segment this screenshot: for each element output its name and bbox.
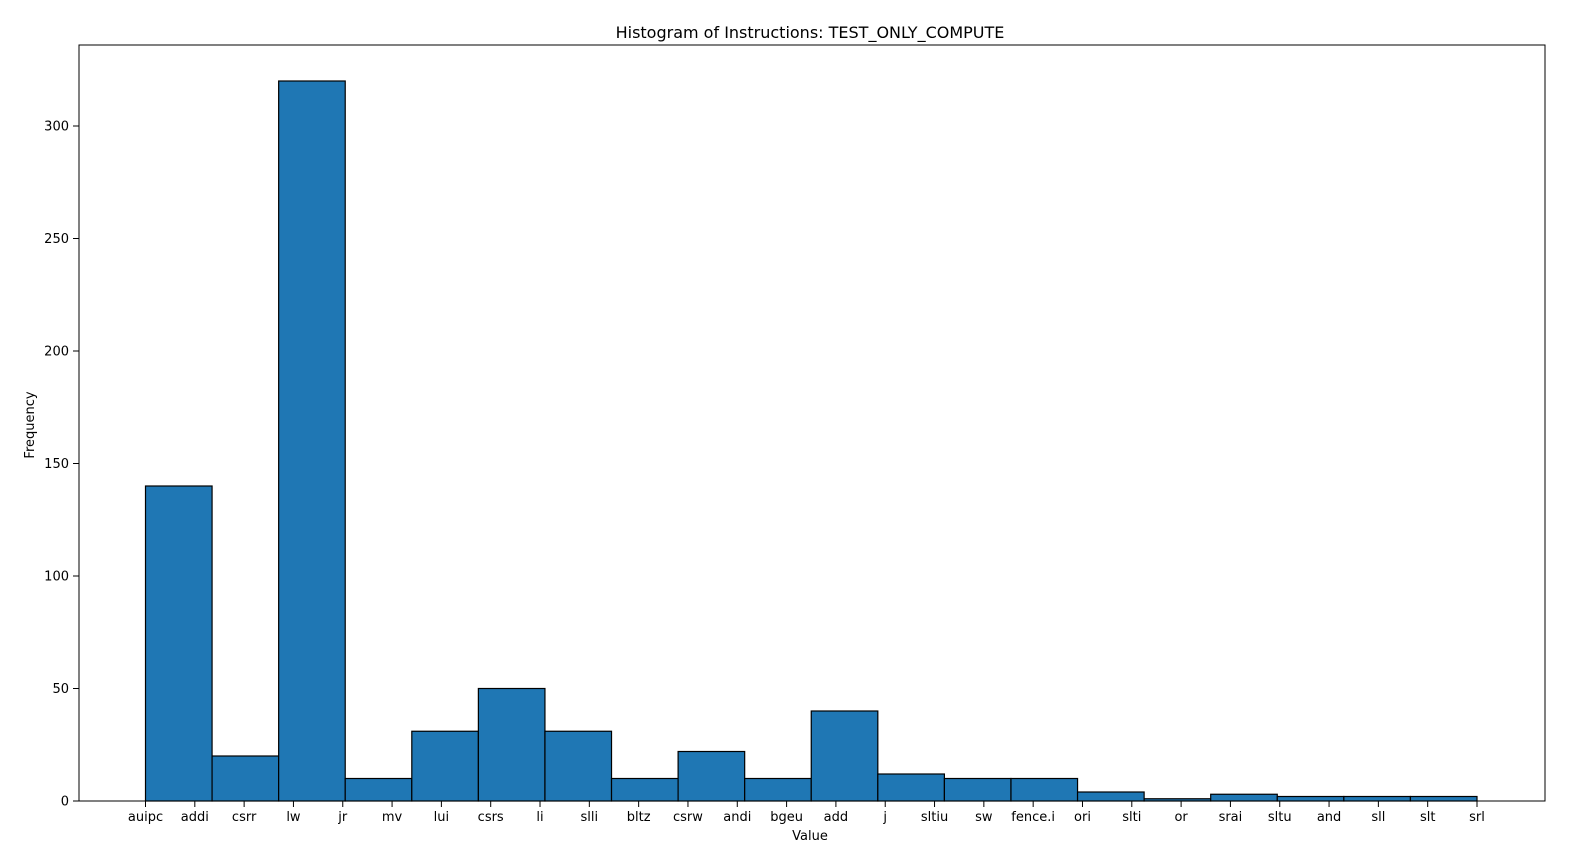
histogram-bar <box>810 710 879 802</box>
x-tick-label: lui <box>434 810 449 825</box>
x-tick-label: li <box>536 810 543 825</box>
plot-frame <box>78 44 1546 802</box>
y-tick-label: 150 <box>44 457 69 472</box>
y-tick-label: 200 <box>44 345 69 360</box>
x-tick-label: ori <box>1074 810 1091 825</box>
x-tick-label: addi <box>181 810 209 825</box>
histogram-bar <box>1076 791 1145 802</box>
histogram-bar <box>344 777 413 802</box>
y-tick-label: 250 <box>44 232 69 247</box>
histogram-bar <box>1210 793 1278 802</box>
y-tick-label: 0 <box>61 795 69 810</box>
histogram-bar <box>1276 795 1345 802</box>
y-tick-label: 100 <box>44 570 69 585</box>
histogram-bar <box>278 80 346 802</box>
bars-group <box>144 80 1478 802</box>
x-axis-ticks: auipc addi csrr lw jr mv lui csrs li slli bltz csrw… <box>128 801 1485 825</box>
histogram-bar <box>877 773 946 802</box>
histogram-bar <box>144 485 213 802</box>
y-tick-label: 50 <box>52 682 69 697</box>
histogram-bar <box>544 730 613 802</box>
histogram-bar <box>943 777 1012 802</box>
x-tick-label: slli <box>581 810 599 825</box>
x-tick-label: or <box>1174 810 1188 825</box>
x-tick-label: slt <box>1420 810 1435 825</box>
x-tick-label: sltiu <box>921 810 948 825</box>
x-tick-label: bltz <box>627 810 651 825</box>
x-tick-label: slti <box>1122 810 1141 825</box>
histogram-bar <box>610 777 679 802</box>
x-tick-label: sll <box>1371 810 1385 825</box>
x-tick-label: csrw <box>673 810 703 825</box>
x-tick-label: srl <box>1469 810 1485 825</box>
histogram-bar <box>677 750 746 802</box>
x-tick-label: lw <box>286 810 301 825</box>
x-tick-label: auipc <box>128 810 163 825</box>
histogram-bar <box>477 687 546 802</box>
x-tick-label: jr <box>337 810 348 825</box>
x-tick-label: srai <box>1219 810 1243 825</box>
x-tick-label: bgeu <box>770 810 803 825</box>
x-tick-label: csrs <box>478 810 504 825</box>
histogram-bar <box>1343 795 1412 802</box>
x-tick-label: and <box>1317 810 1341 825</box>
x-axis-label: Value <box>792 829 828 844</box>
histogram-bar <box>1010 777 1079 802</box>
histogram-bar <box>1409 795 1478 802</box>
x-tick-label: fence.i <box>1011 810 1055 825</box>
x-tick-label: add <box>824 810 848 825</box>
y-axis-label: Frequency <box>23 391 38 458</box>
x-tick-label: mv <box>382 810 403 825</box>
chart-title: Histogram of Instructions: TEST_ONLY_COM… <box>616 23 1005 43</box>
x-tick-label: j <box>882 810 887 825</box>
histogram-bar <box>411 730 479 802</box>
x-tick-label: sltu <box>1268 810 1292 825</box>
histogram-bar <box>211 755 280 802</box>
x-tick-label: andi <box>723 810 751 825</box>
x-tick-label: sw <box>975 810 993 825</box>
y-axis-ticks: 0 50 100 150 200 250 300 <box>44 120 79 810</box>
histogram-bar <box>744 777 812 802</box>
y-tick-label: 300 <box>44 120 69 135</box>
x-tick-label: csrr <box>232 810 257 825</box>
